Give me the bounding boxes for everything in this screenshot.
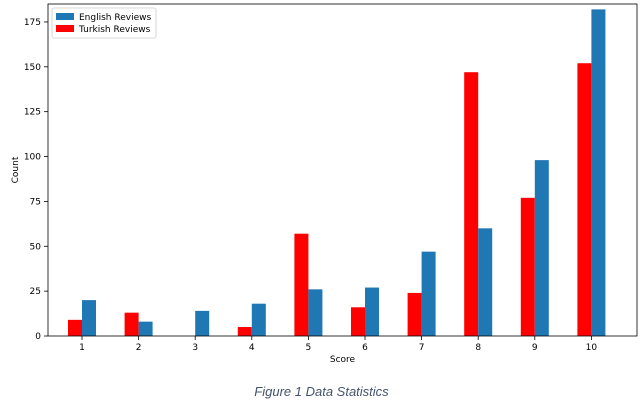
- bar-turkish-1: [68, 319, 82, 336]
- bar-english-7: [421, 251, 436, 336]
- legend-box: [51, 7, 157, 39]
- bar-turkish-8: [464, 72, 479, 337]
- bar-english-8: [478, 228, 493, 336]
- legend-label-1: Turkish Reviews: [78, 25, 151, 35]
- bar-turkish-4: [237, 327, 252, 336]
- plot-frame: [47, 3, 638, 337]
- x-tick-label-9: 9: [532, 343, 538, 353]
- x-tick-label-7: 7: [419, 343, 425, 353]
- x-tick-label-10: 10: [586, 343, 598, 353]
- x-tick-label-4: 4: [249, 343, 255, 353]
- bar-english-5: [308, 289, 323, 336]
- y-axis-label: Count: [11, 156, 21, 183]
- legend: English Reviews Turkish Reviews: [51, 7, 157, 39]
- bar-english-4: [251, 303, 266, 336]
- x-tick-label-2: 2: [136, 343, 142, 353]
- figure-caption: Figure 1 Data Statistics: [254, 384, 389, 399]
- x-tick-label-6: 6: [362, 343, 368, 353]
- bar-english-1: [82, 300, 96, 336]
- x-tick-label-1: 1: [79, 343, 85, 353]
- bar-english-2: [138, 321, 153, 336]
- y-tick-label-150: 150: [24, 63, 41, 73]
- bars-group: [68, 9, 606, 337]
- bar-turkish-7: [407, 292, 422, 336]
- x-tick-label-3: 3: [192, 343, 198, 353]
- bar-turkish-9: [520, 197, 535, 336]
- y-tick-label-50: 50: [30, 242, 42, 252]
- legend-label-0: English Reviews: [79, 13, 151, 23]
- bar-english-6: [365, 287, 379, 336]
- bar-turkish-5: [294, 233, 309, 336]
- y-tick-label-125: 125: [24, 108, 41, 118]
- legend-swatch-0: [56, 13, 74, 20]
- bar-chart: 1 2 3 4 5 6 7 8 9 100255075100125150175ScoreCount…: [11, 3, 638, 365]
- y-tick-label-75: 75: [30, 197, 41, 207]
- x-tick-label-8: 8: [475, 343, 481, 353]
- y-tick-label-100: 100: [24, 153, 41, 163]
- x-axis-label: Score: [330, 355, 356, 365]
- legend-swatch-1: [56, 25, 74, 32]
- bar-turkish-2: [124, 312, 139, 336]
- y-tick-label-25: 25: [30, 287, 41, 297]
- bar-english-9: [534, 160, 549, 336]
- bar-turkish-10: [577, 63, 592, 337]
- bar-english-10: [591, 9, 606, 336]
- bar-turkish-6: [351, 307, 365, 336]
- y-tick-label-175: 175: [24, 18, 41, 28]
- x-tick-label-5: 5: [306, 343, 312, 353]
- bar-english-3: [195, 310, 210, 336]
- y-tick-label-0: 0: [35, 332, 41, 342]
